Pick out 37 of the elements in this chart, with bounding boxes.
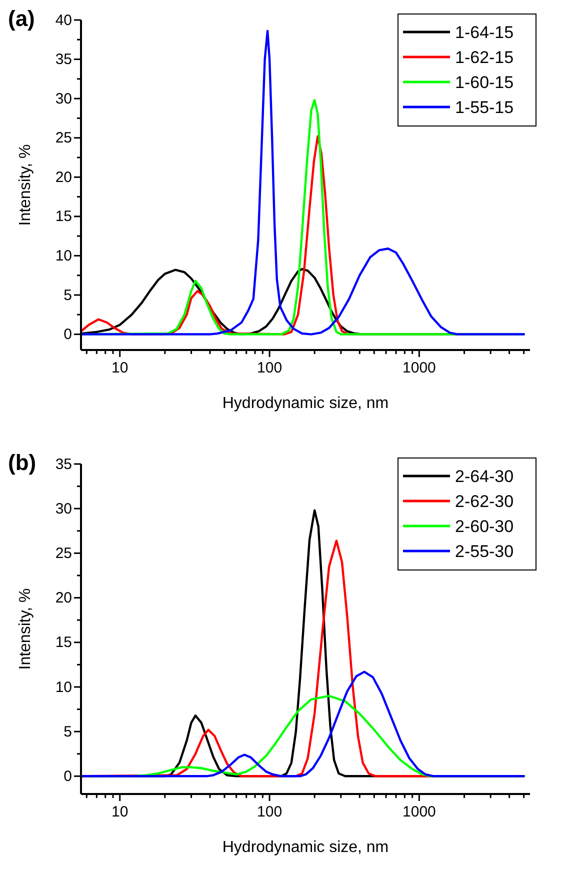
- legend-label: 2-60-30: [455, 517, 514, 536]
- legend-label: 2-55-30: [455, 542, 514, 561]
- y-tick-label: 30: [55, 90, 72, 108]
- x-tick-label: 1000: [402, 804, 436, 820]
- y-tick-label: 5: [64, 286, 72, 304]
- x-tick-label: 10: [112, 360, 128, 376]
- x-tick-label: 100: [257, 360, 282, 376]
- chart-title: (b): [8, 450, 36, 475]
- legend-label: 2-62-30: [455, 492, 514, 511]
- x-tick-label: 100: [257, 804, 282, 820]
- y-axis-title: Intensity, %: [17, 144, 34, 226]
- legend-label: 1-55-15: [455, 98, 514, 117]
- legend-label: 1-62-15: [455, 48, 514, 67]
- y-tick-label: 10: [55, 248, 72, 265]
- legend-label: 2-64-30: [455, 467, 514, 486]
- x-axis-title: Hydrodynamic size, nm: [222, 395, 389, 412]
- y-tick-label: 35: [55, 456, 72, 473]
- y-axis-title: Intensity, %: [17, 588, 34, 670]
- y-tick-label: 0: [64, 768, 72, 785]
- y-tick-label: 5: [64, 723, 72, 740]
- y-tick-label: 30: [55, 500, 72, 518]
- y-tick-label: 35: [55, 51, 72, 68]
- y-tick-label: 0: [64, 326, 72, 344]
- y-tick-label: 15: [55, 634, 72, 652]
- y-tick-label: 40: [55, 12, 72, 29]
- chart-title: (a): [8, 6, 35, 31]
- y-tick-label: 20: [55, 168, 72, 186]
- y-tick-label: 10: [55, 678, 72, 696]
- y-tick-label: 15: [55, 208, 72, 226]
- legend-label: 1-64-15: [455, 23, 514, 42]
- legend-label: 1-60-15: [455, 73, 514, 92]
- x-tick-label: 1000: [402, 360, 436, 376]
- y-tick-label: 25: [55, 544, 72, 562]
- x-tick-label: 10: [112, 804, 128, 820]
- x-axis-title: Hydrodynamic size, nm: [222, 839, 389, 856]
- y-tick-label: 25: [55, 130, 72, 147]
- y-tick-label: 20: [55, 590, 72, 607]
